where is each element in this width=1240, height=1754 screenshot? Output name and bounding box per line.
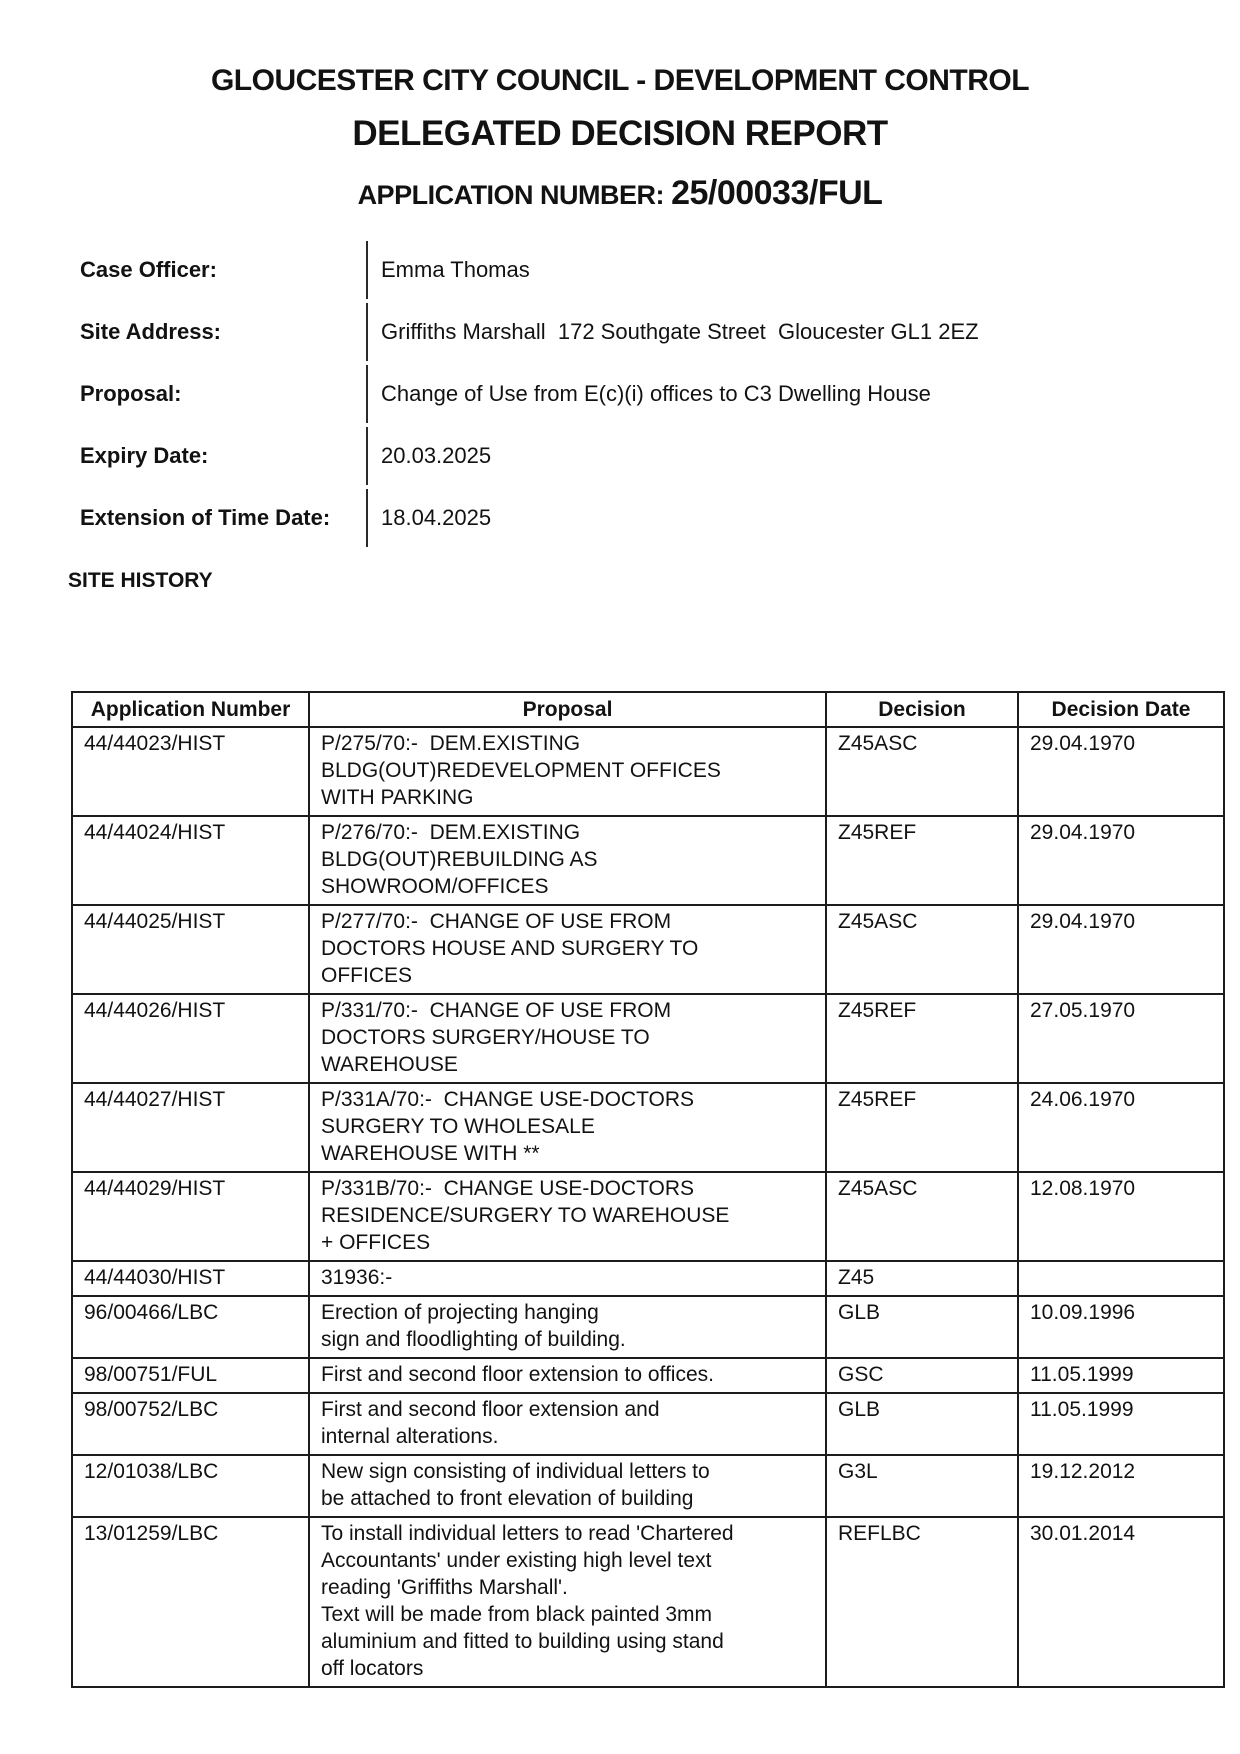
- column-header-decision-date: Decision Date: [1017, 691, 1225, 728]
- decision-cell: GSC: [825, 1357, 1019, 1394]
- column-header-application-number: Application Number: [71, 691, 310, 728]
- extension-of-time-value: 18.04.2025: [366, 489, 1170, 547]
- proposal-value: Change of Use from E(c)(i) offices to C3…: [366, 365, 1170, 423]
- site-address-label: Site Address:: [80, 319, 222, 344]
- field-row-case-officer: Case Officer: Emma Thomas: [80, 241, 1170, 299]
- column-header-proposal: Proposal: [308, 691, 827, 728]
- decision-cell: G3L: [825, 1454, 1019, 1518]
- proposal-cell: P/331B/70:- CHANGE USE-DOCTORS RESIDENCE…: [308, 1171, 827, 1262]
- table-row: 44/44023/HIST P/275/70:- DEM.EXISTING BL…: [71, 726, 1225, 817]
- table-row: 44/44024/HIST P/276/70:- DEM.EXISTING BL…: [71, 815, 1225, 906]
- decision-date-cell: 29.04.1970: [1017, 815, 1225, 906]
- expiry-date-value: 20.03.2025: [366, 427, 1170, 485]
- column-header-decision: Decision: [825, 691, 1019, 728]
- field-row-expiry-date: Expiry Date: 20.03.2025: [80, 427, 1170, 485]
- decision-date-cell: 11.05.1999: [1017, 1392, 1225, 1456]
- proposal-cell: P/275/70:- DEM.EXISTING BLDG(OUT)REDEVEL…: [308, 726, 827, 817]
- application-number-line: APPLICATION NUMBER: 25/00033/FUL: [0, 174, 1240, 213]
- case-officer-label: Case Officer:: [80, 257, 217, 282]
- decision-cell: GLB: [825, 1295, 1019, 1359]
- site-address-value: Griffiths Marshall 172 Southgate Street …: [366, 303, 1170, 361]
- proposal-cell: P/277/70:- CHANGE OF USE FROM DOCTORS HO…: [308, 904, 827, 995]
- page-title: GLOUCESTER CITY COUNCIL - DEVELOPMENT CO…: [210, 64, 1030, 97]
- decision-date-cell: 29.04.1970: [1017, 726, 1225, 817]
- application-number-cell: 44/44023/HIST: [71, 726, 310, 817]
- application-number-label: APPLICATION NUMBER:: [357, 180, 672, 210]
- proposal-cell: New sign consisting of individual letter…: [308, 1454, 827, 1518]
- proposal-cell: P/331/70:- CHANGE OF USE FROM DOCTORS SU…: [308, 993, 827, 1084]
- application-number-cell: 13/01259/LBC: [71, 1516, 310, 1688]
- decision-date-cell: 12.08.1970: [1017, 1171, 1225, 1262]
- site-history-table-header: Application Number Proposal Decision Dec…: [71, 691, 1225, 728]
- proposal-cell: P/331A/70:- CHANGE USE-DOCTORS SURGERY T…: [308, 1082, 827, 1173]
- decision-date-cell: 27.05.1970: [1017, 993, 1225, 1084]
- table-row: 44/44029/HIST P/331B/70:- CHANGE USE-DOC…: [71, 1171, 1225, 1262]
- report-title: DELEGATED DECISION REPORT: [352, 114, 888, 153]
- decision-cell: Z45ASC: [825, 1171, 1019, 1262]
- application-number-cell: 44/44029/HIST: [71, 1171, 310, 1262]
- decision-cell: Z45ASC: [825, 904, 1019, 995]
- proposal-cell: First and second floor extension and int…: [308, 1392, 827, 1456]
- proposal-label: Proposal:: [80, 381, 182, 406]
- application-number-cell: 44/44030/HIST: [71, 1260, 310, 1297]
- decision-cell: Z45ASC: [825, 726, 1019, 817]
- application-number-cell: 98/00752/LBC: [71, 1392, 310, 1456]
- decision-date-cell: 30.01.2014: [1017, 1516, 1225, 1688]
- header-row: Application Number Proposal Decision Dec…: [71, 691, 1225, 728]
- table-row: 98/00751/FUL First and second floor exte…: [71, 1357, 1225, 1394]
- application-number-value: 25/00033/FUL: [671, 174, 883, 212]
- case-officer-value: Emma Thomas: [366, 241, 1170, 299]
- field-row-site-address: Site Address: Griffiths Marshall 172 Sou…: [80, 303, 1170, 361]
- proposal-cell: P/276/70:- DEM.EXISTING BLDG(OUT)REBUILD…: [308, 815, 827, 906]
- decision-date-cell: 24.06.1970: [1017, 1082, 1225, 1173]
- application-number-cell: 96/00466/LBC: [71, 1295, 310, 1359]
- application-number-cell: 44/44027/HIST: [71, 1082, 310, 1173]
- decision-date-cell: 10.09.1996: [1017, 1295, 1225, 1359]
- expiry-date-label: Expiry Date:: [80, 443, 209, 468]
- table-row: 44/44027/HIST P/331A/70:- CHANGE USE-DOC…: [71, 1082, 1225, 1173]
- decision-date-cell: [1017, 1260, 1225, 1297]
- application-number-cell: 44/44025/HIST: [71, 904, 310, 995]
- summary-fields: Case Officer: Emma Thomas Site Address: …: [80, 241, 1170, 547]
- decision-cell: Z45REF: [825, 993, 1019, 1084]
- application-number-cell: 98/00751/FUL: [71, 1357, 310, 1394]
- table-row: 98/00752/LBC First and second floor exte…: [71, 1392, 1225, 1456]
- decision-cell: REFLBC: [825, 1516, 1019, 1688]
- proposal-cell: 31936:-: [308, 1260, 827, 1297]
- field-row-proposal: Proposal: Change of Use from E(c)(i) off…: [80, 365, 1170, 423]
- decision-date-cell: 11.05.1999: [1017, 1357, 1225, 1394]
- extension-of-time-label: Extension of Time Date:: [80, 505, 331, 530]
- decision-cell: GLB: [825, 1392, 1019, 1456]
- application-number-cell: 12/01038/LBC: [71, 1454, 310, 1518]
- site-history-table-body: 44/44023/HIST P/275/70:- DEM.EXISTING BL…: [71, 726, 1225, 1688]
- decision-cell: Z45: [825, 1260, 1019, 1297]
- decision-cell: Z45REF: [825, 1082, 1019, 1173]
- field-row-extension-of-time: Extension of Time Date: 18.04.2025: [80, 489, 1170, 547]
- decision-date-cell: 19.12.2012: [1017, 1454, 1225, 1518]
- table-row: 44/44030/HIST 31936:- Z45: [71, 1260, 1225, 1297]
- application-number-cell: 44/44026/HIST: [71, 993, 310, 1084]
- table-row: 44/44025/HIST P/277/70:- CHANGE OF USE F…: [71, 904, 1225, 995]
- proposal-cell: To install individual letters to read 'C…: [308, 1516, 827, 1688]
- proposal-cell: Erection of projecting hanging sign and …: [308, 1295, 827, 1359]
- application-number-cell: 44/44024/HIST: [71, 815, 310, 906]
- table-row: 44/44026/HIST P/331/70:- CHANGE OF USE F…: [71, 993, 1225, 1084]
- table-row: 96/00466/LBC Erection of projecting hang…: [71, 1295, 1225, 1359]
- decision-date-cell: 29.04.1970: [1017, 904, 1225, 995]
- site-history-table: Application Number Proposal Decision Dec…: [71, 691, 1225, 1688]
- proposal-cell: First and second floor extension to offi…: [308, 1357, 827, 1394]
- site-history-heading: SITE HISTORY: [68, 569, 213, 592]
- decision-cell: Z45REF: [825, 815, 1019, 906]
- table-row: 13/01259/LBC To install individual lette…: [71, 1516, 1225, 1688]
- table-row: 12/01038/LBC New sign consisting of indi…: [71, 1454, 1225, 1518]
